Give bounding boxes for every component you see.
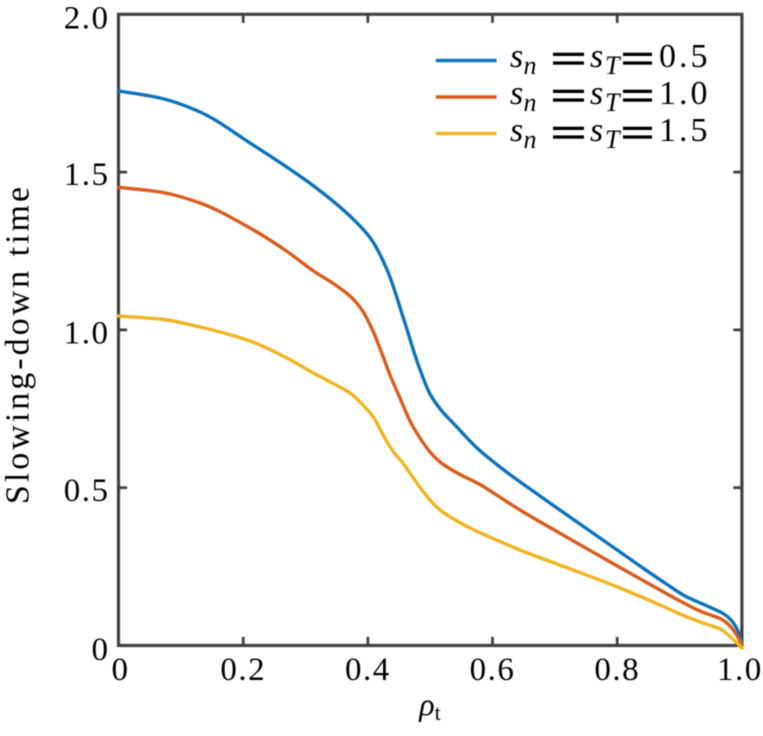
svg-text:1.0: 1.0	[64, 315, 110, 351]
svg-text:0.2: 0.2	[220, 652, 266, 688]
svg-text:0.5: 0.5	[64, 473, 110, 509]
svg-text:0: 0	[112, 652, 130, 688]
svg-text:ρt: ρt	[418, 686, 440, 725]
svg-text:0: 0	[92, 632, 110, 668]
svg-text:0.4: 0.4	[345, 652, 391, 688]
svg-text:0.8: 0.8	[594, 652, 640, 688]
svg-text:1.5: 1.5	[64, 157, 110, 193]
svg-text:1.0: 1.0	[717, 652, 763, 688]
svg-text:0.6: 0.6	[470, 652, 516, 688]
svg-text:Slowing-down time: Slowing-down time	[0, 184, 37, 504]
svg-text:2.0: 2.0	[64, 0, 110, 36]
